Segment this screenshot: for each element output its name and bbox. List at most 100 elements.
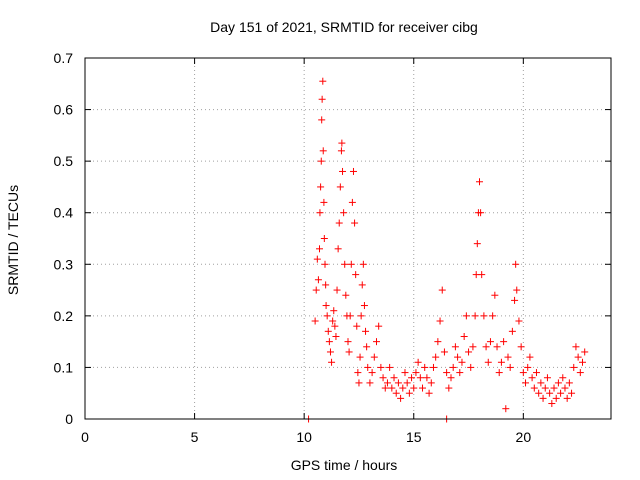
data-point bbox=[493, 343, 501, 351]
data-point bbox=[537, 379, 545, 387]
data-point bbox=[320, 198, 328, 206]
x-tick-label: 15 bbox=[406, 429, 422, 445]
data-point bbox=[497, 358, 505, 366]
x-axis-label: GPS time / hours bbox=[291, 457, 398, 473]
data-point bbox=[535, 389, 543, 397]
data-point bbox=[512, 260, 520, 268]
data-point bbox=[342, 291, 350, 299]
data-point bbox=[316, 209, 324, 217]
data-point bbox=[554, 379, 562, 387]
data-point bbox=[349, 167, 357, 175]
data-point bbox=[314, 276, 322, 284]
data-point bbox=[559, 374, 567, 382]
data-point bbox=[491, 291, 499, 299]
data-point bbox=[340, 209, 348, 217]
data-point bbox=[368, 369, 376, 377]
data-point bbox=[541, 384, 549, 392]
data-point bbox=[427, 379, 435, 387]
data-point bbox=[524, 363, 532, 371]
data-point bbox=[386, 363, 394, 371]
data-point bbox=[370, 353, 378, 361]
data-point bbox=[334, 245, 342, 253]
data-point bbox=[423, 374, 431, 382]
data-point bbox=[351, 219, 359, 227]
data-point bbox=[360, 302, 368, 310]
data-point bbox=[552, 394, 560, 402]
data-point bbox=[458, 358, 466, 366]
data-point bbox=[335, 219, 343, 227]
data-point bbox=[489, 312, 497, 320]
data-point bbox=[451, 343, 459, 351]
data-point bbox=[434, 338, 442, 346]
y-tick-label: 0.6 bbox=[54, 102, 74, 118]
data-point bbox=[383, 379, 391, 387]
data-point bbox=[377, 363, 385, 371]
data-point bbox=[517, 343, 525, 351]
data-point bbox=[328, 358, 336, 366]
data-point bbox=[355, 379, 363, 387]
data-point bbox=[408, 374, 416, 382]
data-point bbox=[500, 338, 508, 346]
data-point bbox=[405, 389, 413, 397]
data-point bbox=[436, 317, 444, 325]
data-point bbox=[572, 343, 580, 351]
data-point bbox=[550, 384, 558, 392]
data-point bbox=[363, 343, 371, 351]
data-point bbox=[339, 167, 347, 175]
data-point bbox=[508, 327, 516, 335]
y-tick-label: 0.5 bbox=[54, 153, 74, 169]
y-tick-label: 0 bbox=[65, 411, 73, 427]
data-points bbox=[305, 77, 589, 423]
chart-title: Day 151 of 2021, SRMTID for receiver cib… bbox=[210, 19, 478, 35]
data-point bbox=[419, 384, 427, 392]
data-point bbox=[539, 394, 547, 402]
data-point bbox=[359, 260, 367, 268]
data-point bbox=[322, 281, 330, 289]
y-tick-label: 0.7 bbox=[54, 50, 74, 66]
data-point bbox=[532, 369, 540, 377]
data-point bbox=[366, 379, 374, 387]
data-point bbox=[331, 322, 339, 330]
data-point bbox=[354, 369, 362, 377]
data-point bbox=[484, 358, 492, 366]
data-point bbox=[462, 312, 470, 320]
data-point bbox=[323, 312, 331, 320]
data-point bbox=[358, 281, 366, 289]
data-point bbox=[318, 95, 326, 103]
y-axis-label: SRMTID / TECUs bbox=[5, 185, 21, 295]
data-point bbox=[362, 327, 370, 335]
data-point bbox=[356, 353, 364, 361]
data-point bbox=[372, 338, 380, 346]
data-point bbox=[326, 348, 334, 356]
data-point bbox=[347, 260, 355, 268]
data-point bbox=[456, 369, 464, 377]
data-point bbox=[312, 286, 320, 294]
data-point bbox=[330, 307, 338, 315]
data-point bbox=[440, 348, 448, 356]
data-point bbox=[412, 369, 420, 377]
data-point bbox=[454, 353, 462, 361]
data-point bbox=[447, 374, 455, 382]
data-point bbox=[502, 405, 510, 413]
data-point bbox=[438, 286, 446, 294]
data-point bbox=[530, 384, 538, 392]
data-point bbox=[353, 322, 361, 330]
data-point bbox=[341, 260, 349, 268]
data-point bbox=[548, 400, 556, 408]
data-point bbox=[570, 363, 578, 371]
data-point bbox=[522, 379, 530, 387]
y-tick-label: 0.2 bbox=[54, 308, 74, 324]
data-point bbox=[388, 384, 396, 392]
data-point bbox=[394, 379, 402, 387]
data-point bbox=[316, 245, 324, 253]
data-point bbox=[526, 353, 534, 361]
x-tick-label: 0 bbox=[81, 429, 89, 445]
data-point bbox=[414, 358, 422, 366]
x-tick-label: 10 bbox=[296, 429, 312, 445]
data-point bbox=[563, 394, 571, 402]
data-point bbox=[392, 389, 400, 397]
x-tick-label: 20 bbox=[516, 429, 532, 445]
data-point bbox=[401, 369, 409, 377]
data-point bbox=[478, 271, 486, 279]
